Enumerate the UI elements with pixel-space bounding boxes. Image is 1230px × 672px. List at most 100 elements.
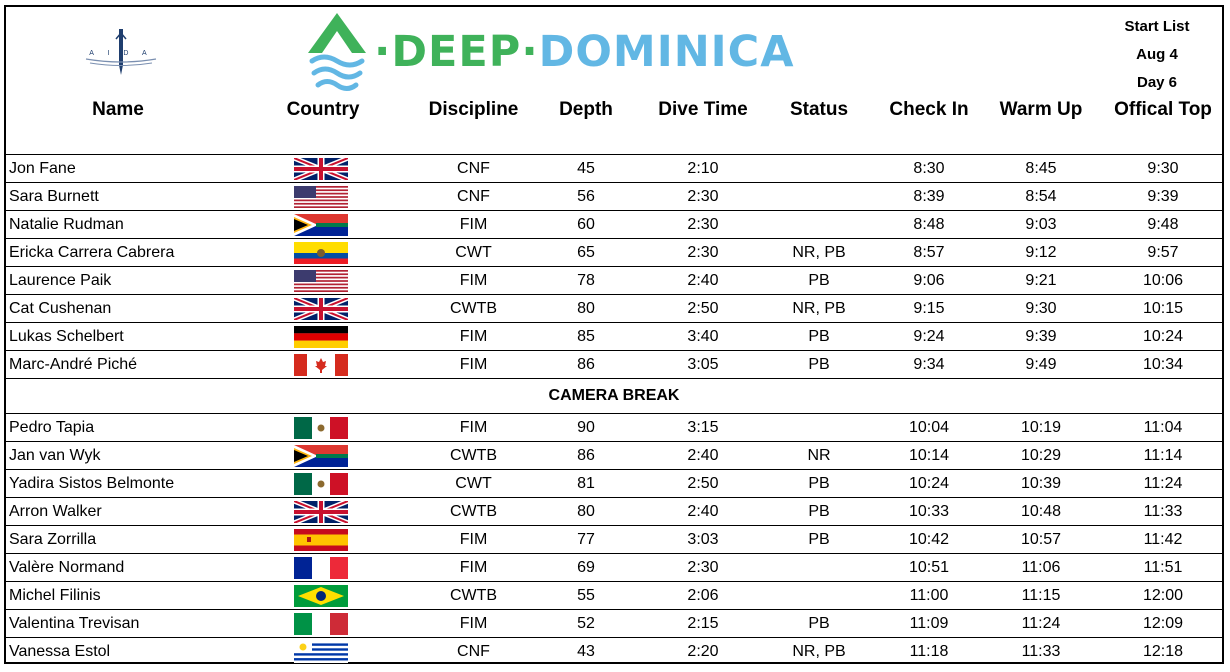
cell-discipline: CNF [457,160,490,177]
cell-depth: 80 [577,503,595,520]
cell-check-in: 9:15 [913,300,945,317]
cell-depth: 60 [577,216,595,233]
cell-official-top: 11:51 [1143,559,1183,576]
cell-dive-time: 2:20 [687,643,719,660]
cell-name: Arron Walker [9,503,102,520]
table-row: Ericka Carrera Cabrera CWT 65 2:30 NR, PB 8:5… [6,239,1222,267]
cell-check-in: 10:24 [908,475,950,492]
table-row: Sara Burnett CNF 56 2:30 8:39 8:54 9:39 [6,183,1222,211]
table-row: Valentina Trevisan FIM 52 2:15 PB 11:09 11:24 1… [6,610,1222,638]
cell-dive-time: 2:40 [687,503,719,520]
italy-flag-icon [294,613,348,635]
cell-warm-up: 9:49 [1025,356,1057,373]
cell-discipline: CWT [455,244,492,261]
cell-discipline: FIM [459,559,488,576]
table-row: Sara Zorrilla FIM 77 3:03 PB 10:42 10:57 11:42 [6,526,1222,554]
table-row: Jan van Wyk CWTB 86 2:40 NR 10:14 10:29 11:14 [6,442,1222,470]
cell-official-top: 11:33 [1143,503,1183,520]
cell-dive-time: 3:40 [687,328,719,345]
cell-name: Jan van Wyk [9,447,101,464]
cell-depth: 81 [577,475,595,492]
cell-official-top: 12:00 [1142,587,1184,604]
usa-flag-icon [294,270,348,293]
usa-flag-icon [294,186,348,209]
table-row: Jon Fane CNF 45 2:10 8:30 8:45 9:30 [6,155,1222,183]
cell-name: Cat Cushenan [9,300,112,317]
cell-discipline: CWTB [449,300,498,317]
cell-status: PB [808,615,830,632]
cell-status: NR, PB [792,244,846,261]
cell-official-top: 11:04 [1143,419,1183,436]
cell-warm-up: 9:21 [1025,272,1057,289]
cell-dive-time: 2:40 [687,447,719,464]
cell-official-top: 10:15 [1142,300,1184,317]
cell-status: PB [808,503,830,520]
cell-check-in: 9:24 [913,328,945,345]
cell-status: PB [808,272,830,289]
col-header-status: Status [789,99,849,120]
cell-name: Valère Normand [9,559,125,576]
column-headers: Name Country Discipline Depth Dive Time … [6,99,1222,129]
aida-logo-text: A I D A [89,50,152,57]
mexico-flag-icon [294,473,348,495]
cell-discipline: FIM [459,419,488,436]
cell-check-in: 9:34 [913,356,945,373]
table-row: Arron Walker CWTB 80 2:40 PB 10:33 10:48 11:33 [6,498,1222,526]
cell-discipline: CNF [457,188,490,205]
cell-name: Valentina Trevisan [9,615,140,632]
south-africa-flag-icon [294,214,348,236]
cell-official-top: 11:24 [1143,475,1183,492]
cell-dive-time: 3:15 [687,419,719,436]
col-header-discipline: Discipline [428,99,519,120]
cell-official-top: 9:39 [1147,188,1179,205]
cell-dive-time: 3:03 [687,531,719,548]
table-row: Lukas Schelbert FIM 85 3:40 PB 9:24 9:39 10:24 [6,323,1222,351]
cell-official-top: 10:06 [1142,272,1184,289]
table-row: Vanessa Estol CNF 43 2:20 NR, PB 11:18 11:33 12… [6,638,1222,665]
mexico-flag-icon [294,417,348,439]
cell-name: Natalie Rudman [9,216,124,233]
cell-status: NR [807,447,831,464]
cell-depth: 77 [577,531,595,548]
cell-depth: 78 [577,272,595,289]
south-africa-flag-icon [294,445,348,467]
brazil-flag-icon [294,585,348,607]
cell-warm-up: 8:54 [1025,188,1057,205]
cell-check-in: 11:18 [909,643,949,660]
start-list-info: Start List Aug 4 Day 6 [1102,13,1212,97]
cell-discipline: FIM [459,216,488,233]
cell-dive-time: 2:50 [687,300,719,317]
col-header-country: Country [286,99,360,120]
cell-dive-time: 2:30 [687,244,719,261]
cell-check-in: 10:04 [908,419,950,436]
cell-official-top: 11:14 [1143,447,1183,464]
cell-depth: 86 [577,447,595,464]
uruguay-flag-icon [294,641,348,663]
cell-official-top: 9:57 [1147,244,1179,261]
cell-dive-time: 2:50 [687,475,719,492]
cell-name: Marc-André Piché [9,356,138,373]
aida-logo-icon: A I D A [85,29,157,75]
cell-warm-up: 11:33 [1021,643,1061,660]
cell-warm-up: 10:29 [1020,447,1062,464]
camera-break-row: CAMERA BREAK [6,379,1222,414]
cell-warm-up: 11:24 [1021,615,1061,632]
brand-dominica: DOMINICA [538,27,795,77]
spain-flag-icon [294,529,348,551]
cell-check-in: 8:57 [913,244,945,261]
cell-status: NR, PB [792,300,846,317]
uk-flag-icon [293,155,349,183]
cell-official-top: 12:09 [1142,615,1184,632]
cell-dive-time: 2:30 [687,188,719,205]
cell-check-in: 10:51 [908,559,950,576]
cell-discipline: CWTB [449,503,498,520]
start-list-date: Aug 4 [1136,46,1178,63]
col-header-warm-up: Warm Up [999,99,1083,120]
brand-dot-2: · [521,27,539,77]
cell-check-in: 11:09 [909,615,949,632]
table-row: Yadira Sistos Belmonte CWT 81 2:50 PB 10:24 10… [6,470,1222,498]
cell-name: Sara Zorrilla [9,531,97,548]
cell-name: Yadira Sistos Belmonte [9,475,175,492]
cell-warm-up: 9:12 [1025,244,1057,261]
cell-status: PB [808,475,830,492]
